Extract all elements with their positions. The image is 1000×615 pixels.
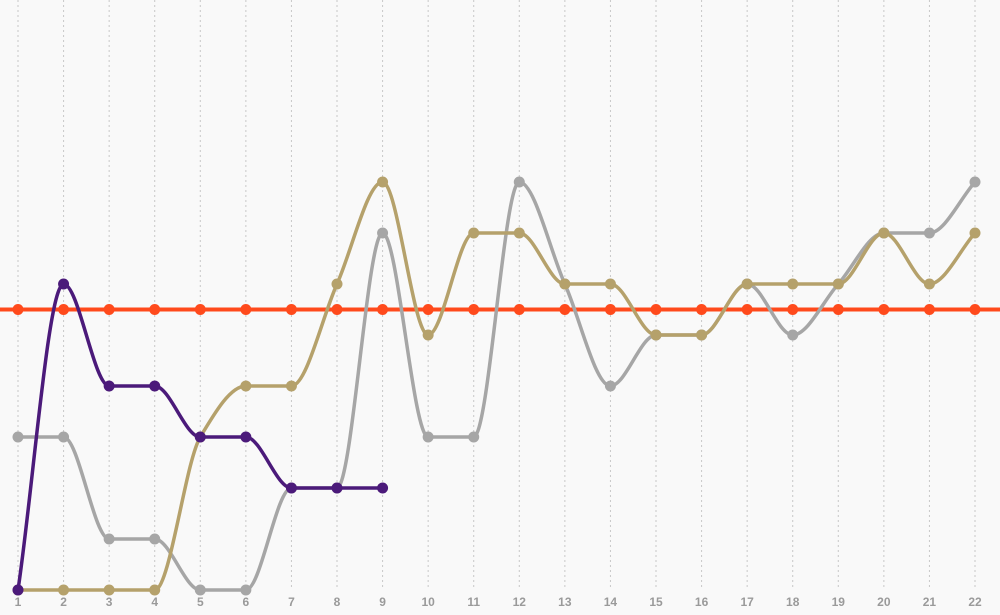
- point: [832, 278, 844, 290]
- point: [331, 482, 343, 494]
- point: [923, 304, 935, 315]
- point: [240, 380, 252, 392]
- point: [923, 278, 935, 290]
- point: [194, 584, 206, 596]
- point: [832, 304, 844, 315]
- x-tick-label: 20: [877, 595, 891, 609]
- point: [58, 304, 70, 315]
- point: [240, 304, 252, 315]
- point: [604, 380, 616, 392]
- point: [559, 304, 571, 315]
- point: [149, 380, 161, 392]
- point: [103, 584, 115, 596]
- point: [377, 227, 389, 239]
- point: [513, 227, 525, 239]
- point: [377, 482, 389, 494]
- x-tick-label: 6: [243, 595, 250, 609]
- point: [377, 304, 389, 315]
- x-tick-label: 5: [197, 595, 204, 609]
- point: [468, 304, 480, 315]
- point: [331, 278, 343, 290]
- series-line: [18, 180, 977, 592]
- point: [787, 304, 799, 315]
- point: [923, 227, 935, 239]
- point: [468, 431, 480, 443]
- series-line: [16, 282, 383, 591]
- point: [103, 380, 115, 392]
- x-tick-label: 11: [467, 595, 480, 609]
- x-tick-label: 9: [379, 595, 386, 609]
- x-tick-label: 21: [923, 595, 937, 609]
- point: [787, 278, 799, 290]
- point: [969, 227, 981, 239]
- point: [969, 304, 981, 315]
- point: [741, 304, 753, 315]
- point: [194, 304, 206, 315]
- point: [240, 584, 252, 596]
- point: [422, 329, 434, 341]
- x-tick-label: 12: [513, 595, 527, 609]
- point: [240, 431, 252, 443]
- point: [787, 329, 799, 341]
- x-tick-label: 13: [558, 595, 572, 609]
- x-tick-label: 7: [288, 595, 295, 609]
- point: [12, 431, 24, 443]
- point: [377, 176, 389, 188]
- x-tick-label: 1: [15, 595, 22, 609]
- point: [12, 304, 24, 315]
- x-tick-label: 19: [832, 595, 846, 609]
- point: [559, 278, 571, 290]
- point: [12, 584, 24, 596]
- point: [696, 304, 708, 315]
- point: [969, 176, 981, 188]
- point: [696, 329, 708, 341]
- point: [422, 431, 434, 443]
- point: [194, 431, 206, 443]
- point: [285, 304, 297, 315]
- point: [513, 304, 525, 315]
- point: [741, 278, 753, 290]
- x-tick-label: 22: [968, 595, 982, 609]
- point: [285, 380, 297, 392]
- point: [103, 304, 115, 315]
- point: [513, 176, 525, 188]
- point: [650, 304, 662, 315]
- x-tick-label: 18: [786, 595, 800, 609]
- point: [422, 304, 434, 315]
- point: [103, 533, 115, 545]
- x-tick-label: 16: [695, 595, 709, 609]
- point: [650, 329, 662, 341]
- series-line: [18, 180, 977, 592]
- point: [878, 304, 890, 315]
- x-tick-label: 15: [649, 595, 663, 609]
- point: [58, 584, 70, 596]
- point: [285, 482, 297, 494]
- point: [878, 227, 890, 239]
- x-tick-label: 3: [106, 595, 113, 609]
- point: [149, 584, 161, 596]
- x-tick-label: 14: [604, 595, 618, 609]
- point: [604, 304, 616, 315]
- x-tick-label: 17: [740, 595, 754, 609]
- point: [149, 533, 161, 545]
- x-tick-label: 2: [60, 595, 67, 609]
- point: [468, 227, 480, 239]
- point: [58, 431, 70, 443]
- x-tick-label: 4: [151, 595, 158, 609]
- point: [58, 278, 70, 290]
- x-tick-label: 10: [421, 595, 435, 609]
- point: [604, 278, 616, 290]
- point: [331, 304, 343, 315]
- point: [149, 304, 161, 315]
- x-tick-label: 8: [334, 595, 341, 609]
